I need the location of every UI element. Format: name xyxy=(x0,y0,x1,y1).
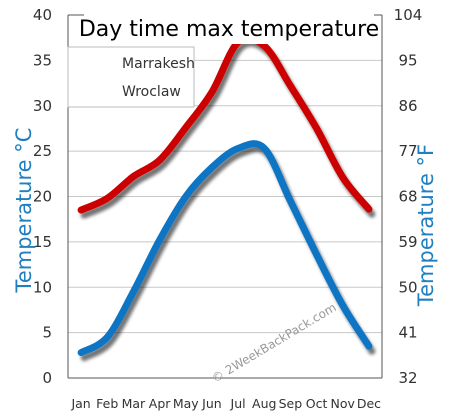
legend-label-marrakesh: Marrakesh xyxy=(122,56,195,72)
y-right-tick-label: 68 xyxy=(398,188,417,206)
x-tick-label: Mar xyxy=(122,396,146,411)
x-tick-label: Aug xyxy=(252,396,276,411)
y-right-tick-label: 59 xyxy=(398,233,417,251)
y-left-tick-label: 15 xyxy=(33,233,52,251)
x-tick-label: Jul xyxy=(230,396,246,411)
y-axis-left-ticks: 0 5 10 15 20 25 30 35 40 xyxy=(33,6,52,387)
x-tick-label: Jan xyxy=(70,396,90,411)
chart-title: Day time max temperature xyxy=(79,17,379,42)
series-line-wroclaw xyxy=(77,140,373,357)
y-left-tick-label: 35 xyxy=(33,51,52,69)
y-right-tick-label: 95 xyxy=(398,51,417,69)
x-tick-label: May xyxy=(173,396,199,411)
chart-title-bg xyxy=(84,14,374,44)
x-tick-label: Oct xyxy=(306,396,328,411)
x-tick-label: Apr xyxy=(149,396,171,411)
x-axis-ticks: Jan Feb Mar Apr May Jun Jul Aug Sep Oct Nov Dec xyxy=(70,396,381,411)
y-right-tick-label: 77 xyxy=(398,142,417,160)
y-left-tick-label: 40 xyxy=(33,6,52,24)
y-left-tick-label: 20 xyxy=(33,188,52,206)
y-left-tick-label: 10 xyxy=(33,278,52,296)
y-axis-left-label: Temperature °C xyxy=(12,128,36,294)
y-right-tick-label: 104 xyxy=(394,6,423,24)
y-axis-right-ticks: 32 41 50 59 68 77 86 95 104 xyxy=(394,6,423,387)
y-left-tick-label: 25 xyxy=(33,142,52,160)
series-line-marrakesh xyxy=(77,34,373,214)
x-tick-label: Nov xyxy=(331,396,356,411)
y-right-tick-label: 50 xyxy=(398,278,417,296)
watermark: © 2WeekBackPack.com xyxy=(209,300,338,385)
y-right-tick-label: 41 xyxy=(398,324,417,342)
legend-label-wroclaw: Wroclaw xyxy=(122,84,181,100)
x-tick-label: Jun xyxy=(201,396,222,411)
y-right-tick-label: 32 xyxy=(398,369,417,387)
y-right-tick-label: 86 xyxy=(398,97,417,115)
y-axis-right-label: Temperature °F xyxy=(414,144,438,307)
legend: Marrakesh Wroclaw xyxy=(67,46,195,108)
x-tick-label: Feb xyxy=(96,396,118,411)
x-tick-label: Dec xyxy=(357,396,381,411)
y-left-tick-label: 0 xyxy=(42,369,52,387)
x-tick-label: Sep xyxy=(279,396,303,411)
y-left-tick-label: 30 xyxy=(33,97,52,115)
legend-box xyxy=(67,46,195,108)
y-left-tick-label: 5 xyxy=(42,324,52,342)
